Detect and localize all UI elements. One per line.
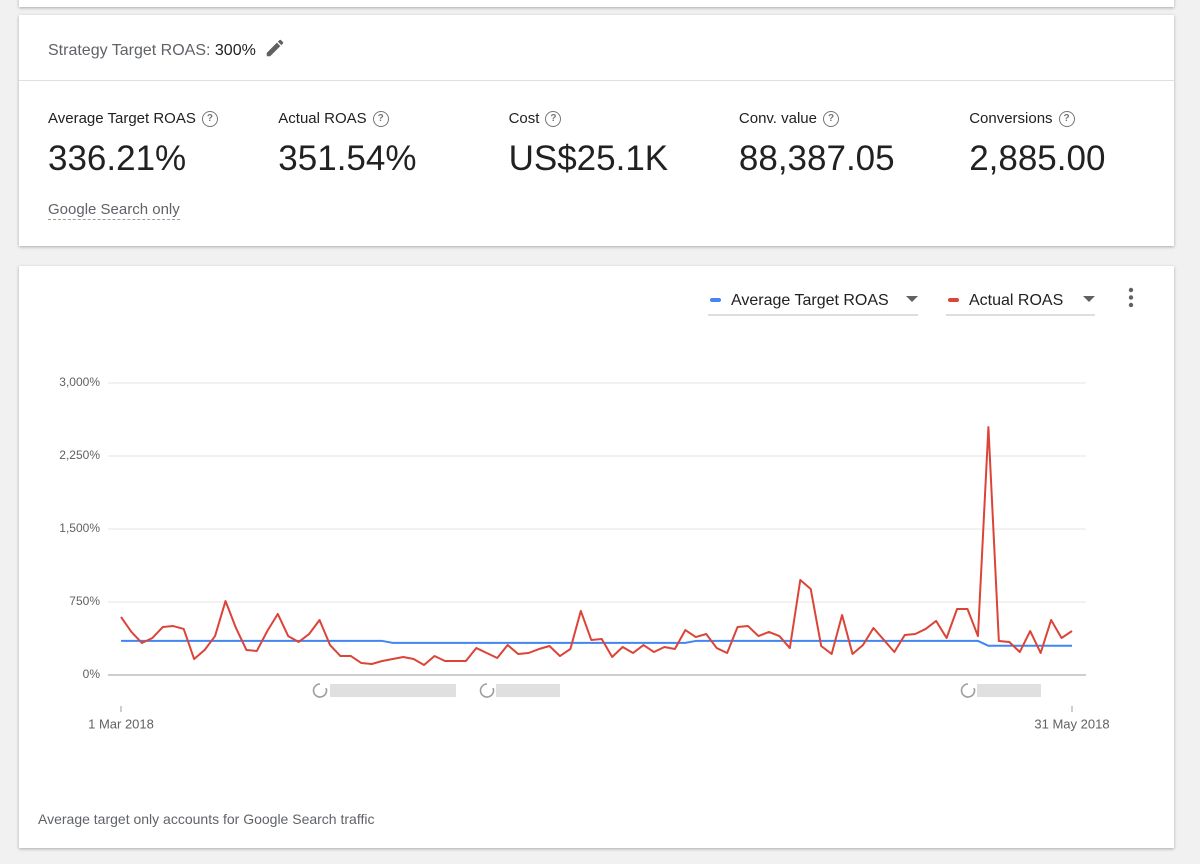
legend-label: Average Target ROAS <box>731 292 889 309</box>
help-icon[interactable]: ? <box>1058 110 1075 127</box>
legend-marker <box>948 298 959 302</box>
kebab-menu[interactable] <box>1128 287 1134 308</box>
metric: Cost? US$25.1K <box>509 110 669 179</box>
edit-icon[interactable] <box>264 37 286 59</box>
help-icon[interactable]: ? <box>823 110 839 127</box>
metric-value: 336.21% <box>48 139 187 178</box>
x-tick-label: 31 May 2018 <box>1034 716 1109 731</box>
strategy-label: Strategy Target ROAS: <box>48 42 211 59</box>
metric-label-row: Conversions? <box>969 110 1105 127</box>
previous-card <box>19 0 1174 7</box>
footnote: Average target only accounts for Google … <box>38 811 375 827</box>
metric-label-row: Actual ROAS? <box>278 110 416 127</box>
metric-label: Conversions <box>969 110 1053 127</box>
dropdown-arrow <box>906 296 918 302</box>
summary-card: Strategy Target ROAS: 300% Average Targe… <box>19 15 1174 246</box>
metric-label: Cost <box>508 110 540 127</box>
metric: Average Target ROAS? 336.21% <box>48 110 218 179</box>
help-icon[interactable]: ? <box>545 110 562 127</box>
series-line <box>121 639 1072 647</box>
metric-value: 2,885.00 <box>969 139 1106 178</box>
loading-placeholders <box>312 683 1041 698</box>
metric-value: 88,387.05 <box>738 139 895 178</box>
y-tick-label: 2,250% <box>59 448 100 462</box>
legend-item[interactable]: Average Target ROAS <box>708 292 918 316</box>
help-icon[interactable]: ? <box>201 110 218 127</box>
y-tick-label: 0% <box>83 667 101 681</box>
metric: Conv. value? 88,387.05 <box>739 110 895 179</box>
metric-label-row: Average Target ROAS? <box>48 110 218 127</box>
metrics-note[interactable]: Google Search only <box>48 201 180 220</box>
metric-value: US$25.1K <box>508 139 669 178</box>
y-tick-label: 750% <box>69 594 100 608</box>
metric: Conversions? 2,885.00 <box>969 110 1105 179</box>
metric-label: Conv. value <box>738 110 817 127</box>
x-tick-label: 1 Mar 2018 <box>88 716 154 731</box>
strategy-target: Strategy Target ROAS: 300% <box>48 37 286 60</box>
legend-marker <box>710 298 721 302</box>
help-icon[interactable]: ? <box>372 110 389 127</box>
metric-label: Average Target ROAS <box>48 110 196 127</box>
metric-label: Actual ROAS <box>278 110 367 127</box>
metric: Actual ROAS? 351.54% <box>278 110 416 179</box>
divider <box>19 80 1174 81</box>
series-line <box>120 426 1073 666</box>
y-tick-label: 1,500% <box>59 521 100 535</box>
metric-value: 351.54% <box>278 139 417 178</box>
legend-item[interactable]: Actual ROAS <box>946 292 1095 316</box>
metric-label-row: Cost? <box>509 110 669 127</box>
legend-label: Actual ROAS <box>969 292 1063 309</box>
strategy-value: 300% <box>214 42 256 59</box>
dropdown-arrow <box>1083 296 1095 302</box>
metric-label-row: Conv. value? <box>739 110 895 127</box>
y-tick-label: 3,000% <box>59 375 100 389</box>
